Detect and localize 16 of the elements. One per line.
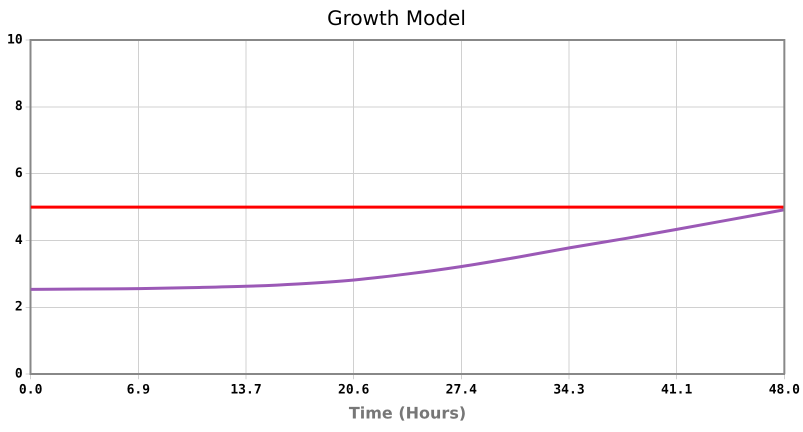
x-tick-label: 6.9 <box>126 382 150 398</box>
y-tick-label: 8 <box>14 99 23 114</box>
x-tick-label: 48.0 <box>768 382 800 398</box>
x-tick-label: 34.3 <box>553 382 585 398</box>
y-tick-label: 2 <box>14 300 23 315</box>
y-tick-label: 4 <box>14 232 23 248</box>
x-tick-label: 41.1 <box>661 382 692 398</box>
chart-title: Growth Model <box>327 6 466 30</box>
x-tick-label: 20.6 <box>338 382 370 398</box>
x-axis-title: Time (Hours) <box>348 404 466 423</box>
y-tick-label: 6 <box>14 166 23 182</box>
x-tick-label: 27.4 <box>446 382 478 398</box>
x-tick-label: 13.7 <box>230 382 262 398</box>
y-tick-label: 10 <box>6 32 23 48</box>
y-tick-label: 0 <box>14 366 23 382</box>
x-tick-label: 0.0 <box>18 382 43 398</box>
